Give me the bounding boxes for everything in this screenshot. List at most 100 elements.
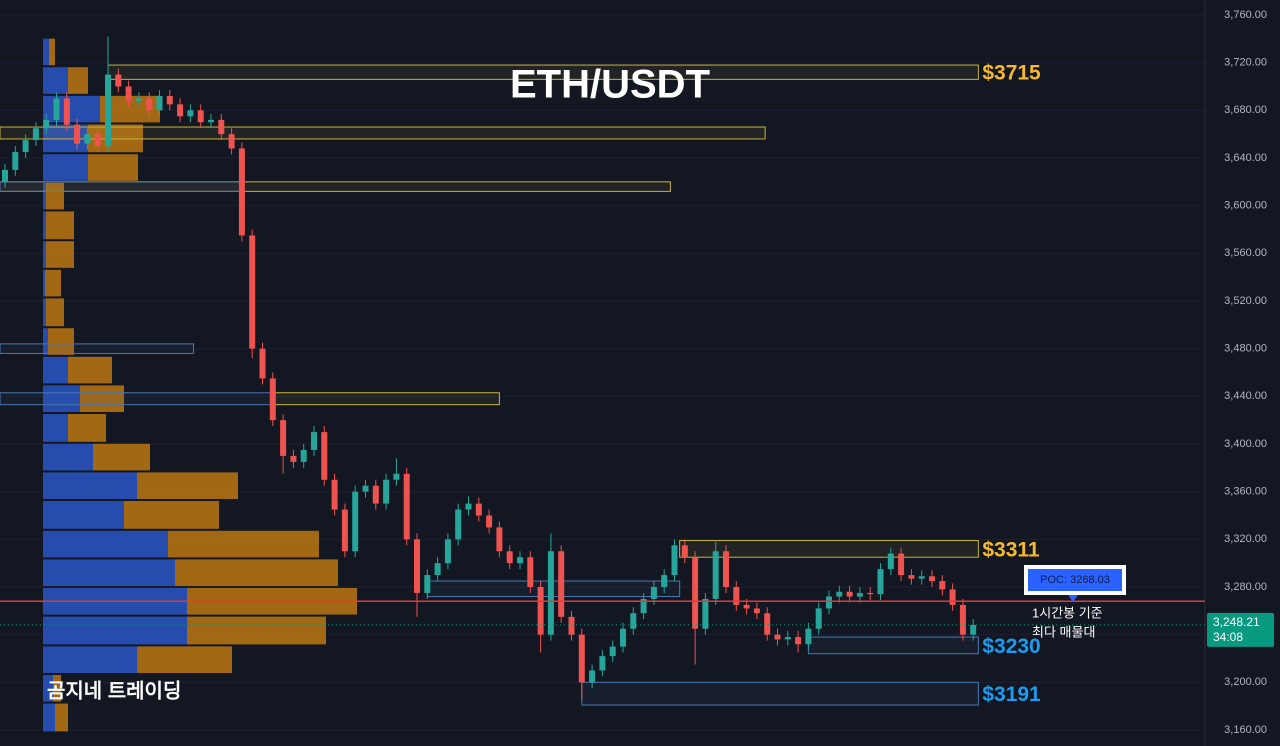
candle-body — [743, 604, 750, 609]
candle-body — [197, 110, 204, 123]
candle-body — [537, 587, 544, 635]
profile-sell-bar — [46, 241, 74, 268]
candle-body — [249, 235, 256, 349]
candle-body — [43, 119, 50, 129]
candle-body — [177, 104, 184, 117]
zone-box — [0, 181, 241, 192]
candle-body — [372, 485, 379, 504]
candle-body — [939, 581, 946, 590]
profile-buy-bar — [43, 674, 53, 702]
profile-buy-bar — [43, 559, 175, 586]
candle-body — [94, 134, 101, 147]
profile-buy-bar — [43, 385, 80, 413]
profile-buy-bar — [43, 211, 46, 240]
profile-buy-bar — [43, 530, 168, 558]
candle-body — [959, 604, 966, 635]
candle-body — [702, 598, 709, 629]
candle-body — [630, 613, 637, 629]
y-tick-label: 3,640.00 — [1224, 152, 1267, 164]
profile-buy-bar — [43, 443, 93, 471]
y-tick-label: 3,280.00 — [1224, 581, 1267, 593]
candle-body — [826, 596, 832, 609]
candle-body — [475, 503, 482, 516]
y-tick-label: 3,520.00 — [1224, 295, 1267, 307]
candle-body — [105, 74, 111, 147]
profile-sell-bar — [68, 67, 88, 94]
candle-body — [640, 598, 647, 614]
y-tick-label: 3,360.00 — [1224, 486, 1267, 498]
profile-sell-bar — [55, 703, 68, 732]
candle-body — [558, 551, 565, 617]
candles — [2, 36, 977, 701]
poc-note: 최다 매물대 — [1032, 624, 1095, 639]
candle-body — [578, 634, 585, 683]
y-tick-label: 3,440.00 — [1224, 390, 1267, 402]
profile-sell-bar — [48, 328, 74, 355]
candle-body — [805, 628, 812, 645]
last-price-tag — [1207, 612, 1274, 647]
zone-box — [807, 636, 979, 655]
y-tick-label: 3,320.00 — [1224, 533, 1267, 545]
candle-body — [681, 545, 688, 558]
profile-sell-bar — [137, 472, 238, 500]
y-tick-label: 3,680.00 — [1224, 104, 1267, 116]
watermark: 곰지네 트레이딩 — [47, 679, 181, 702]
y-tick-label: 3,560.00 — [1224, 247, 1267, 259]
profile-buy-bar — [43, 328, 48, 355]
candle-body — [166, 96, 173, 105]
profile-sell-bar — [93, 443, 150, 471]
candle-body — [929, 576, 935, 582]
candle-body — [856, 592, 863, 597]
candle-body — [22, 140, 29, 153]
candle-body — [867, 592, 874, 595]
profile-sell-bar — [88, 154, 138, 181]
y-tick-label: 3,760.00 — [1224, 9, 1267, 21]
candle-body — [393, 473, 400, 480]
candle-body — [599, 656, 606, 671]
profile-sell-bar — [124, 501, 219, 529]
candle-body — [970, 624, 977, 635]
candle-body — [887, 553, 894, 570]
profile-buy-bar — [43, 241, 46, 268]
candle-body — [650, 587, 657, 599]
candle-body — [712, 551, 719, 599]
candle-body — [949, 589, 956, 605]
candle-body — [609, 646, 616, 657]
candle-body — [341, 509, 348, 552]
candle-body — [661, 575, 668, 587]
y-tick-label: 3,600.00 — [1224, 200, 1267, 212]
profile-buy-bar — [43, 472, 137, 500]
candle-body — [290, 455, 297, 462]
zone-box — [0, 126, 766, 140]
candle-body — [12, 152, 19, 170]
candle-body — [620, 628, 626, 647]
poc-pointer — [1068, 595, 1078, 602]
candle-body — [331, 479, 338, 510]
profile-sell-bar — [68, 356, 112, 384]
candle-body — [527, 557, 534, 587]
candle-body — [846, 591, 853, 597]
zones: $3715 $3311 $3230 $3191 — [0, 62, 1041, 706]
profile-buy-bar — [43, 38, 49, 66]
candle-body — [383, 479, 390, 504]
candle-body — [269, 378, 276, 421]
candle-body — [692, 557, 699, 629]
profile-buy-bar — [43, 501, 124, 529]
candle-body — [898, 553, 905, 576]
candle-body — [208, 119, 214, 123]
candle-body — [723, 551, 729, 587]
profile-buy-bar — [43, 182, 46, 210]
candle-body — [321, 432, 328, 480]
candle-body — [506, 551, 513, 564]
candle-body — [146, 98, 153, 111]
profile-sell-bar — [80, 385, 124, 413]
profile-buy-bar — [43, 616, 187, 645]
poc-box — [1028, 569, 1122, 591]
candle-body — [589, 670, 596, 683]
profile-sell-bar — [175, 559, 338, 586]
candle-body — [32, 128, 39, 141]
y-tick-label: 3,480.00 — [1224, 343, 1267, 355]
candle-body — [218, 119, 225, 135]
candle-body — [434, 563, 441, 576]
